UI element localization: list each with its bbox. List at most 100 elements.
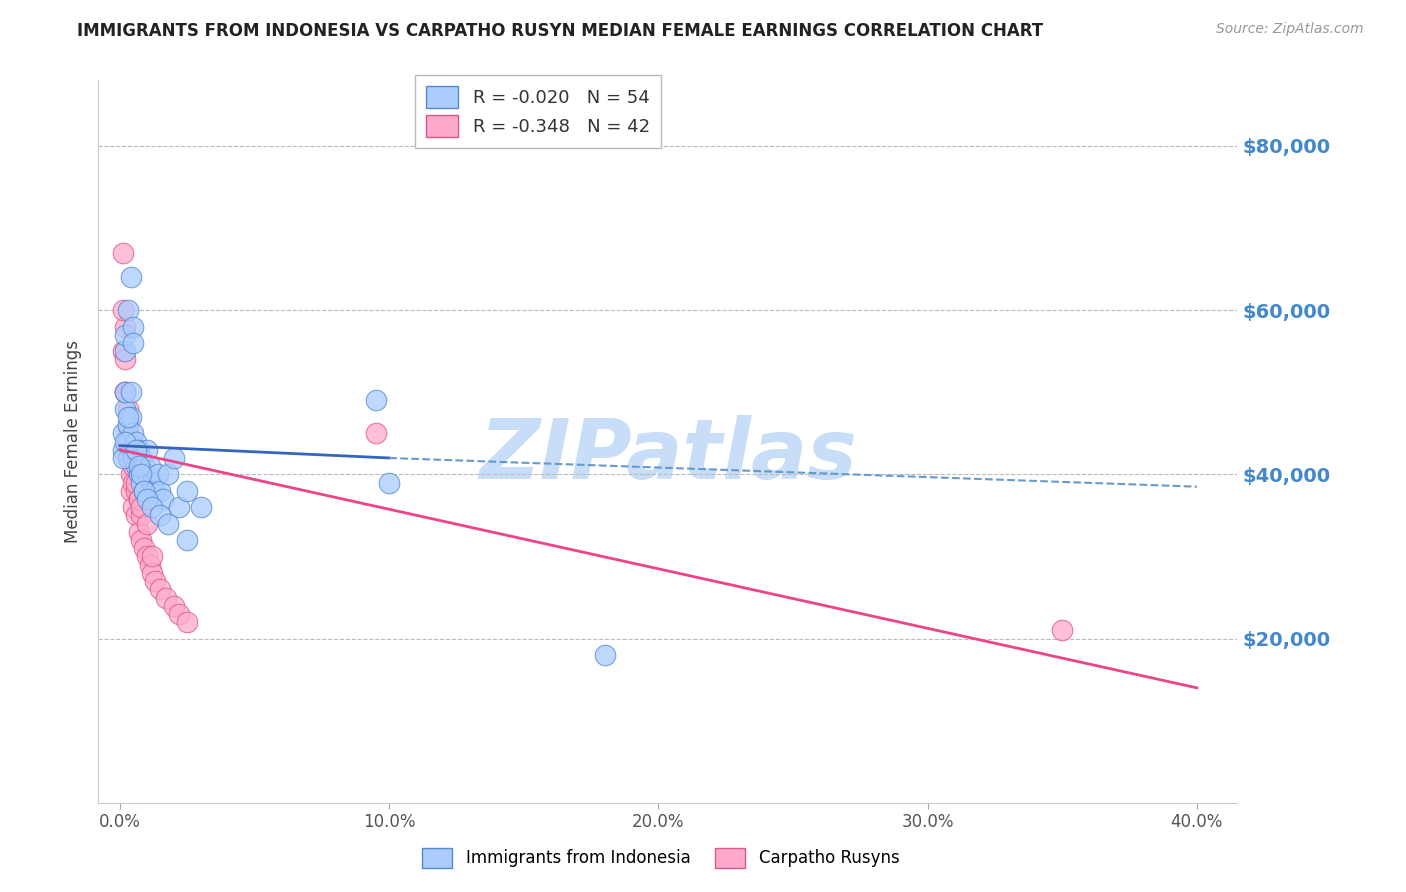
Point bbox=[122, 475, 145, 490]
Text: Source: ZipAtlas.com: Source: ZipAtlas.com bbox=[1216, 22, 1364, 37]
Point bbox=[122, 450, 145, 465]
Point bbox=[128, 459, 150, 474]
Point bbox=[111, 450, 134, 465]
Point bbox=[120, 385, 142, 400]
Point bbox=[176, 533, 198, 547]
Point bbox=[135, 442, 157, 457]
Point bbox=[138, 558, 160, 572]
Point bbox=[155, 591, 177, 605]
Y-axis label: Median Female Earnings: Median Female Earnings bbox=[65, 340, 83, 543]
Point bbox=[122, 459, 145, 474]
Point bbox=[364, 426, 387, 441]
Point bbox=[111, 245, 134, 260]
Point bbox=[120, 467, 142, 482]
Point bbox=[134, 483, 156, 498]
Point bbox=[120, 483, 142, 498]
Point bbox=[122, 500, 145, 515]
Point bbox=[122, 450, 145, 465]
Point bbox=[190, 500, 212, 515]
Point bbox=[117, 434, 139, 449]
Point bbox=[141, 566, 163, 580]
Point bbox=[143, 483, 166, 498]
Point bbox=[176, 615, 198, 630]
Point bbox=[120, 442, 142, 457]
Point bbox=[122, 336, 145, 351]
Point bbox=[114, 385, 136, 400]
Point bbox=[135, 491, 157, 506]
Point bbox=[141, 549, 163, 564]
Point bbox=[135, 549, 157, 564]
Point bbox=[122, 426, 145, 441]
Point bbox=[128, 491, 150, 506]
Point bbox=[114, 434, 136, 449]
Point bbox=[593, 648, 616, 662]
Point bbox=[138, 459, 160, 474]
Point bbox=[364, 393, 387, 408]
Point bbox=[117, 409, 139, 424]
Point bbox=[135, 516, 157, 531]
Point bbox=[128, 442, 150, 457]
Point bbox=[125, 475, 148, 490]
Point bbox=[131, 450, 153, 465]
Point bbox=[146, 467, 169, 482]
Point bbox=[141, 500, 163, 515]
Point bbox=[149, 483, 172, 498]
Point bbox=[117, 450, 139, 465]
Point bbox=[111, 442, 134, 457]
Point bbox=[120, 270, 142, 285]
Point bbox=[152, 491, 174, 506]
Point bbox=[135, 467, 157, 482]
Point bbox=[131, 533, 153, 547]
Point bbox=[111, 303, 134, 318]
Point bbox=[134, 483, 156, 498]
Point bbox=[157, 467, 180, 482]
Legend: R = -0.020   N = 54, R = -0.348   N = 42: R = -0.020 N = 54, R = -0.348 N = 42 bbox=[415, 75, 661, 148]
Point bbox=[120, 434, 142, 449]
Point bbox=[167, 607, 190, 621]
Point bbox=[117, 401, 139, 416]
Point bbox=[114, 319, 136, 334]
Point bbox=[117, 450, 139, 465]
Point bbox=[131, 508, 153, 523]
Point bbox=[149, 582, 172, 597]
Point bbox=[128, 524, 150, 539]
Point bbox=[157, 516, 180, 531]
Legend: Immigrants from Indonesia, Carpatho Rusyns: Immigrants from Indonesia, Carpatho Rusy… bbox=[416, 841, 905, 875]
Text: ZIPatlas: ZIPatlas bbox=[479, 416, 856, 497]
Point bbox=[163, 599, 186, 613]
Point bbox=[114, 401, 136, 416]
Point bbox=[125, 434, 148, 449]
Point bbox=[120, 409, 142, 424]
Point bbox=[111, 344, 134, 359]
Point bbox=[111, 426, 134, 441]
Point bbox=[167, 500, 190, 515]
Point bbox=[378, 475, 401, 490]
Point bbox=[125, 483, 148, 498]
Point bbox=[176, 483, 198, 498]
Point bbox=[125, 459, 148, 474]
Point bbox=[114, 327, 136, 342]
Point bbox=[128, 467, 150, 482]
Point bbox=[131, 467, 153, 482]
Point bbox=[114, 352, 136, 367]
Point bbox=[125, 442, 148, 457]
Point bbox=[117, 418, 139, 433]
Text: IMMIGRANTS FROM INDONESIA VS CARPATHO RUSYN MEDIAN FEMALE EARNINGS CORRELATION C: IMMIGRANTS FROM INDONESIA VS CARPATHO RU… bbox=[77, 22, 1043, 40]
Point bbox=[114, 344, 136, 359]
Point bbox=[143, 574, 166, 588]
Point bbox=[117, 426, 139, 441]
Point bbox=[125, 508, 148, 523]
Point bbox=[117, 418, 139, 433]
Point bbox=[163, 450, 186, 465]
Point bbox=[149, 508, 172, 523]
Point bbox=[114, 385, 136, 400]
Point bbox=[120, 442, 142, 457]
Point bbox=[122, 319, 145, 334]
Point bbox=[131, 475, 153, 490]
Point bbox=[141, 475, 163, 490]
Point bbox=[128, 491, 150, 506]
Point bbox=[114, 385, 136, 400]
Point bbox=[131, 500, 153, 515]
Point bbox=[117, 303, 139, 318]
Point bbox=[134, 541, 156, 556]
